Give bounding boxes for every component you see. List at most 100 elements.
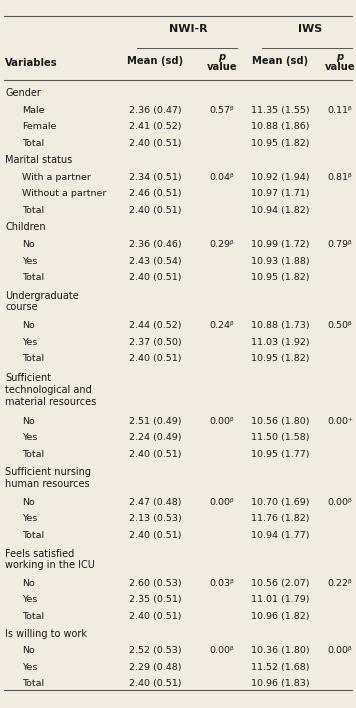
Text: Yes: Yes xyxy=(22,595,37,605)
Text: Sufficient
technological and
material resources: Sufficient technological and material re… xyxy=(5,373,96,406)
Text: 2.52 (0.53): 2.52 (0.53) xyxy=(129,646,181,655)
Text: 0.00ᵝ: 0.00ᵝ xyxy=(328,498,352,507)
Text: 0.29ᵝ: 0.29ᵝ xyxy=(210,240,234,249)
Text: 2.29 (0.48): 2.29 (0.48) xyxy=(129,663,181,672)
Text: No: No xyxy=(22,321,35,331)
Text: No: No xyxy=(22,579,35,588)
Text: 2.60 (0.53): 2.60 (0.53) xyxy=(129,579,181,588)
Text: 10.93 (1.88): 10.93 (1.88) xyxy=(251,256,309,266)
Text: Total: Total xyxy=(22,531,44,539)
Text: 2.40 (0.51): 2.40 (0.51) xyxy=(129,139,181,147)
Text: 10.94 (1.77): 10.94 (1.77) xyxy=(251,531,309,539)
Text: 0.24ᵝ: 0.24ᵝ xyxy=(210,321,234,331)
Text: 0.00ᵝ: 0.00ᵝ xyxy=(210,416,234,426)
Text: p: p xyxy=(219,52,226,62)
Text: 10.96 (1.83): 10.96 (1.83) xyxy=(251,679,309,688)
Text: 10.96 (1.82): 10.96 (1.82) xyxy=(251,612,309,621)
Text: 10.95 (1.82): 10.95 (1.82) xyxy=(251,354,309,363)
Text: 0.00ᵝ: 0.00ᵝ xyxy=(210,498,234,507)
Text: value: value xyxy=(207,62,237,72)
Text: 2.44 (0.52): 2.44 (0.52) xyxy=(129,321,181,331)
Text: 2.46 (0.51): 2.46 (0.51) xyxy=(129,189,181,198)
Text: 10.88 (1.73): 10.88 (1.73) xyxy=(251,321,309,331)
Text: Total: Total xyxy=(22,206,44,215)
Text: 2.34 (0.51): 2.34 (0.51) xyxy=(129,173,181,182)
Text: 11.76 (1.82): 11.76 (1.82) xyxy=(251,514,309,523)
Text: Male: Male xyxy=(22,105,44,115)
Text: Total: Total xyxy=(22,612,44,621)
Text: Mean (sd): Mean (sd) xyxy=(127,56,183,66)
Text: 2.40 (0.51): 2.40 (0.51) xyxy=(129,354,181,363)
Text: p: p xyxy=(336,52,344,62)
Text: 10.36 (1.80): 10.36 (1.80) xyxy=(251,646,309,655)
Text: 2.40 (0.51): 2.40 (0.51) xyxy=(129,531,181,539)
Text: value: value xyxy=(325,62,355,72)
Text: Without a partner: Without a partner xyxy=(22,189,106,198)
Text: Marital status: Marital status xyxy=(5,155,72,165)
Text: Yes: Yes xyxy=(22,433,37,442)
Text: 10.97 (1.71): 10.97 (1.71) xyxy=(251,189,309,198)
Text: 2.37 (0.50): 2.37 (0.50) xyxy=(129,338,181,347)
Text: IWS: IWS xyxy=(298,24,322,34)
Text: Children: Children xyxy=(5,222,46,232)
Text: Total: Total xyxy=(22,354,44,363)
Text: Total: Total xyxy=(22,679,44,688)
Text: 2.13 (0.53): 2.13 (0.53) xyxy=(129,514,181,523)
Text: No: No xyxy=(22,498,35,507)
Text: 11.01 (1.79): 11.01 (1.79) xyxy=(251,595,309,605)
Text: 0.50ᵝ: 0.50ᵝ xyxy=(328,321,352,331)
Text: Sufficient nursing
human resources: Sufficient nursing human resources xyxy=(5,467,91,489)
Text: 10.95 (1.82): 10.95 (1.82) xyxy=(251,139,309,147)
Text: 2.40 (0.51): 2.40 (0.51) xyxy=(129,206,181,215)
Text: 10.95 (1.82): 10.95 (1.82) xyxy=(251,273,309,282)
Text: 2.24 (0.49): 2.24 (0.49) xyxy=(129,433,181,442)
Text: NWI-R: NWI-R xyxy=(169,24,208,34)
Text: 0.04ᵝ: 0.04ᵝ xyxy=(210,173,234,182)
Text: 2.35 (0.51): 2.35 (0.51) xyxy=(129,595,181,605)
Text: 10.70 (1.69): 10.70 (1.69) xyxy=(251,498,309,507)
Text: Feels satisfied
working in the ICU: Feels satisfied working in the ICU xyxy=(5,549,95,570)
Text: 0.11ᵝ: 0.11ᵝ xyxy=(328,105,352,115)
Text: 2.43 (0.54): 2.43 (0.54) xyxy=(129,256,181,266)
Text: 0.57ᵝ: 0.57ᵝ xyxy=(210,105,234,115)
Text: Gender: Gender xyxy=(5,88,41,98)
Text: 0.81ᵝ: 0.81ᵝ xyxy=(328,173,352,182)
Text: Female: Female xyxy=(22,122,56,131)
Text: 10.88 (1.86): 10.88 (1.86) xyxy=(251,122,309,131)
Text: 11.52 (1.68): 11.52 (1.68) xyxy=(251,663,309,672)
Text: 0.00⁺: 0.00⁺ xyxy=(327,416,353,426)
Text: Is willing to work: Is willing to work xyxy=(5,629,87,639)
Text: No: No xyxy=(22,646,35,655)
Text: 0.03ᵝ: 0.03ᵝ xyxy=(210,579,235,588)
Text: 2.40 (0.51): 2.40 (0.51) xyxy=(129,273,181,282)
Text: Yes: Yes xyxy=(22,663,37,672)
Text: Yes: Yes xyxy=(22,256,37,266)
Text: 10.94 (1.82): 10.94 (1.82) xyxy=(251,206,309,215)
Text: 2.47 (0.48): 2.47 (0.48) xyxy=(129,498,181,507)
Text: 2.36 (0.47): 2.36 (0.47) xyxy=(129,105,181,115)
Text: 2.51 (0.49): 2.51 (0.49) xyxy=(129,416,181,426)
Text: 2.40 (0.51): 2.40 (0.51) xyxy=(129,450,181,459)
Text: With a partner: With a partner xyxy=(22,173,91,182)
Text: 11.03 (1.92): 11.03 (1.92) xyxy=(251,338,309,347)
Text: 10.56 (2.07): 10.56 (2.07) xyxy=(251,579,309,588)
Text: Yes: Yes xyxy=(22,338,37,347)
Text: 10.99 (1.72): 10.99 (1.72) xyxy=(251,240,309,249)
Text: 10.92 (1.94): 10.92 (1.94) xyxy=(251,173,309,182)
Text: 0.00ᵝ: 0.00ᵝ xyxy=(210,646,234,655)
Text: 2.40 (0.51): 2.40 (0.51) xyxy=(129,679,181,688)
Text: Mean (sd): Mean (sd) xyxy=(252,56,308,66)
Text: 10.95 (1.77): 10.95 (1.77) xyxy=(251,450,309,459)
Text: Undergraduate
course: Undergraduate course xyxy=(5,291,79,312)
Text: 11.35 (1.55): 11.35 (1.55) xyxy=(251,105,309,115)
Text: 0.79ᵝ: 0.79ᵝ xyxy=(328,240,352,249)
Text: 2.40 (0.51): 2.40 (0.51) xyxy=(129,612,181,621)
Text: No: No xyxy=(22,416,35,426)
Text: 0.00ᵝ: 0.00ᵝ xyxy=(328,646,352,655)
Text: Total: Total xyxy=(22,450,44,459)
Text: 0.22ᵝ: 0.22ᵝ xyxy=(328,579,352,588)
Text: Yes: Yes xyxy=(22,514,37,523)
Text: 11.50 (1.58): 11.50 (1.58) xyxy=(251,433,309,442)
Text: 2.36 (0.46): 2.36 (0.46) xyxy=(129,240,181,249)
Text: 2.41 (0.52): 2.41 (0.52) xyxy=(129,122,181,131)
